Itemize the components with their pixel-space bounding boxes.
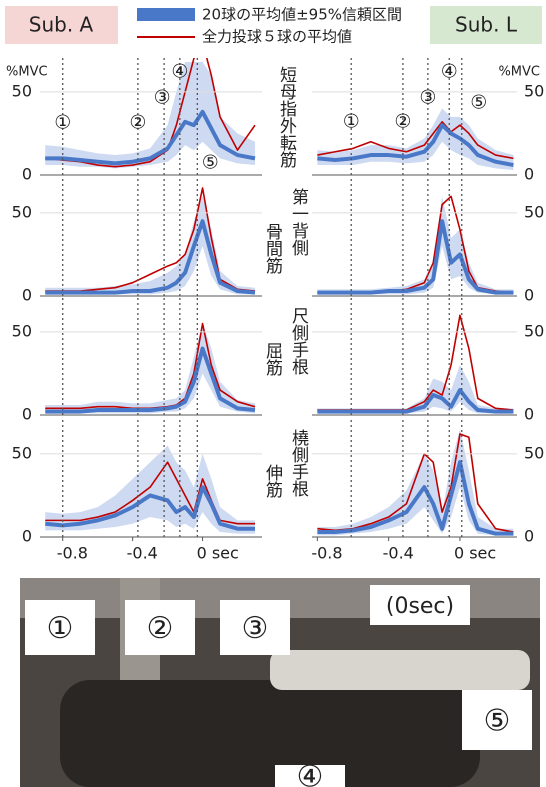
y-tick-label: 0	[22, 165, 32, 184]
panel	[317, 195, 514, 295]
muscle-label: 短母指外転筋	[276, 66, 297, 169]
legend-label: 20球の平均値±95%信頼区間	[202, 6, 402, 24]
muscle-label: 伸筋	[262, 464, 283, 499]
y-tick-label: 50	[524, 81, 544, 100]
y-tick-label: 0	[22, 286, 32, 305]
x-tick-label: -0.8	[57, 544, 88, 563]
legend-label: 全力投球５球の平均値	[202, 28, 352, 46]
photo-label-box	[220, 600, 290, 655]
phase-label: ②	[394, 111, 411, 133]
series-line	[317, 195, 514, 294]
y-tick-label: 0	[22, 405, 32, 424]
series-line	[45, 485, 256, 531]
photo-label-box	[462, 690, 532, 750]
series-line	[45, 346, 256, 414]
series-line	[317, 433, 514, 533]
phase-label: ①	[54, 112, 71, 134]
panel	[317, 314, 514, 414]
series-line	[317, 460, 514, 536]
photo-label-box	[125, 600, 195, 655]
confidence-band	[317, 428, 514, 536]
phase-label: ④	[441, 61, 458, 83]
y-tick-label: 0	[524, 527, 534, 546]
panel	[317, 108, 514, 171]
series-line	[317, 314, 514, 411]
phase-label: ⑤	[202, 152, 219, 174]
phase-label: ⑤	[470, 92, 487, 114]
phase-label: ②	[129, 112, 146, 134]
y-tick-label: 50	[12, 81, 32, 100]
x-tick-label: -0.4	[127, 544, 158, 563]
panel	[45, 187, 256, 295]
subject-label: Sub. A	[29, 13, 94, 37]
series-line	[317, 388, 514, 414]
photo-label: ②	[147, 611, 174, 646]
y-tick-label: 0	[22, 527, 32, 546]
panel	[45, 58, 256, 169]
muscle-label: 第一背側	[288, 188, 309, 256]
muscle-label: 屈筋	[262, 342, 283, 377]
photo-label: (0sec)	[386, 594, 454, 619]
photo-arm	[270, 650, 530, 690]
photo-label: ④	[297, 760, 324, 787]
confidence-band	[45, 323, 256, 414]
photo-label: ①	[47, 611, 74, 646]
y-tick-label: 50	[524, 321, 544, 340]
subject-box	[430, 6, 542, 44]
confidence-band	[45, 445, 256, 534]
confidence-band	[45, 62, 256, 169]
panel	[317, 428, 514, 536]
photo-figure	[60, 680, 480, 787]
phase-label: ①	[343, 111, 360, 133]
photo-label: ③	[242, 611, 269, 646]
series-line	[317, 121, 514, 160]
confidence-band	[317, 196, 514, 295]
confidence-band	[45, 196, 256, 295]
series-line	[317, 123, 514, 167]
panel	[45, 445, 256, 534]
x-tick-label: -0.8	[311, 544, 342, 563]
photo-label-box	[25, 600, 95, 655]
y-tick-label: 0	[524, 405, 534, 424]
subject-box	[5, 6, 118, 44]
x-tick-label: -0.4	[383, 544, 414, 563]
series-line	[45, 219, 256, 295]
subject-label: Sub. L	[455, 13, 518, 37]
phase-label: ③	[419, 87, 436, 109]
muscle-label: 骨間筋	[262, 223, 283, 275]
y-tick-label: 0	[524, 286, 534, 305]
muscle-label: 尺側手根	[288, 307, 309, 375]
series-line	[45, 58, 256, 168]
photo-label-box	[370, 585, 470, 625]
muscle-label: 橈側手根	[288, 429, 309, 497]
phase-label: ④	[171, 61, 188, 83]
series-line	[45, 187, 256, 292]
series-line	[45, 109, 256, 166]
phase-label: ③	[154, 87, 171, 109]
y-axis-label: %MVC	[498, 65, 540, 80]
y-tick-label: 50	[524, 202, 544, 221]
legend-swatch	[137, 8, 195, 21]
y-tick-label: 0	[524, 165, 534, 184]
photo-label: ⑤	[484, 704, 511, 739]
x-tick-label: 0 sec	[454, 544, 496, 563]
y-tick-label: 50	[12, 202, 32, 221]
y-tick-label: 50	[12, 443, 32, 462]
y-tick-label: 50	[12, 321, 32, 340]
series-line	[317, 219, 514, 295]
y-axis-label: %MVC	[6, 65, 48, 80]
y-tick-label: 50	[524, 443, 544, 462]
photo-label-box	[275, 765, 345, 787]
panel	[45, 322, 256, 414]
confidence-band	[317, 365, 514, 414]
x-tick-label: 0 sec	[197, 544, 239, 563]
